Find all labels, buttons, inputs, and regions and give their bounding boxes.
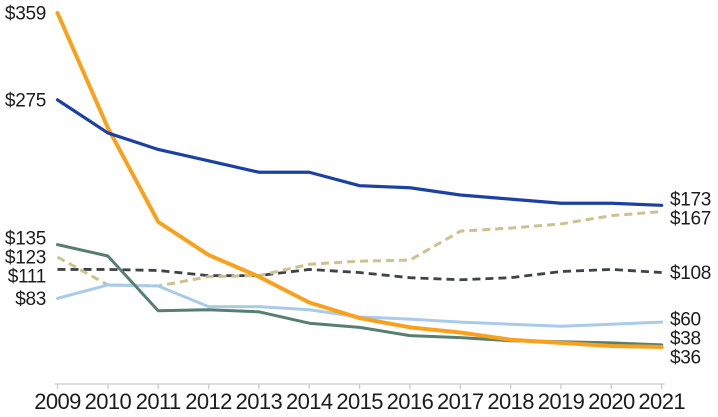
value-label-start: $359 xyxy=(5,4,46,25)
value-label-start: $135 xyxy=(5,229,46,250)
x-axis-label: 2014 xyxy=(286,389,333,414)
x-axis-label: 2010 xyxy=(85,389,132,414)
value-label-end: $36 xyxy=(670,348,701,369)
x-axis-label: 2012 xyxy=(185,389,232,414)
line-tan-dashed xyxy=(56,210,662,288)
x-axis-label: 2016 xyxy=(387,389,434,414)
value-label-start: $123 xyxy=(5,248,46,269)
line-orange xyxy=(55,11,664,349)
value-label-end: $173 xyxy=(670,190,711,211)
line-gray-dashed xyxy=(57,268,662,282)
x-axis-label: 2019 xyxy=(538,389,585,414)
line-teal xyxy=(56,243,664,347)
x-axis-label: 2018 xyxy=(487,389,534,414)
x-axis-label: 2021 xyxy=(638,389,685,414)
value-label-start: $275 xyxy=(5,91,46,112)
line-light-blue xyxy=(56,283,664,328)
x-axis-label: 2013 xyxy=(236,389,283,414)
value-label-start: $83 xyxy=(15,289,46,310)
value-label-start: $111 xyxy=(8,267,46,288)
line-blue xyxy=(55,98,664,207)
x-axis-label: 2017 xyxy=(437,389,484,414)
x-axis-label: 2015 xyxy=(336,389,383,414)
value-label-end: $38 xyxy=(670,329,701,350)
value-label-end: $108 xyxy=(670,263,711,284)
x-axis-label: 2020 xyxy=(588,389,635,414)
value-label-end: $167 xyxy=(670,209,711,230)
x-axis-label: 2011 xyxy=(136,389,181,414)
x-axis-label: 2009 xyxy=(34,389,81,414)
value-label-end: $60 xyxy=(670,310,701,331)
